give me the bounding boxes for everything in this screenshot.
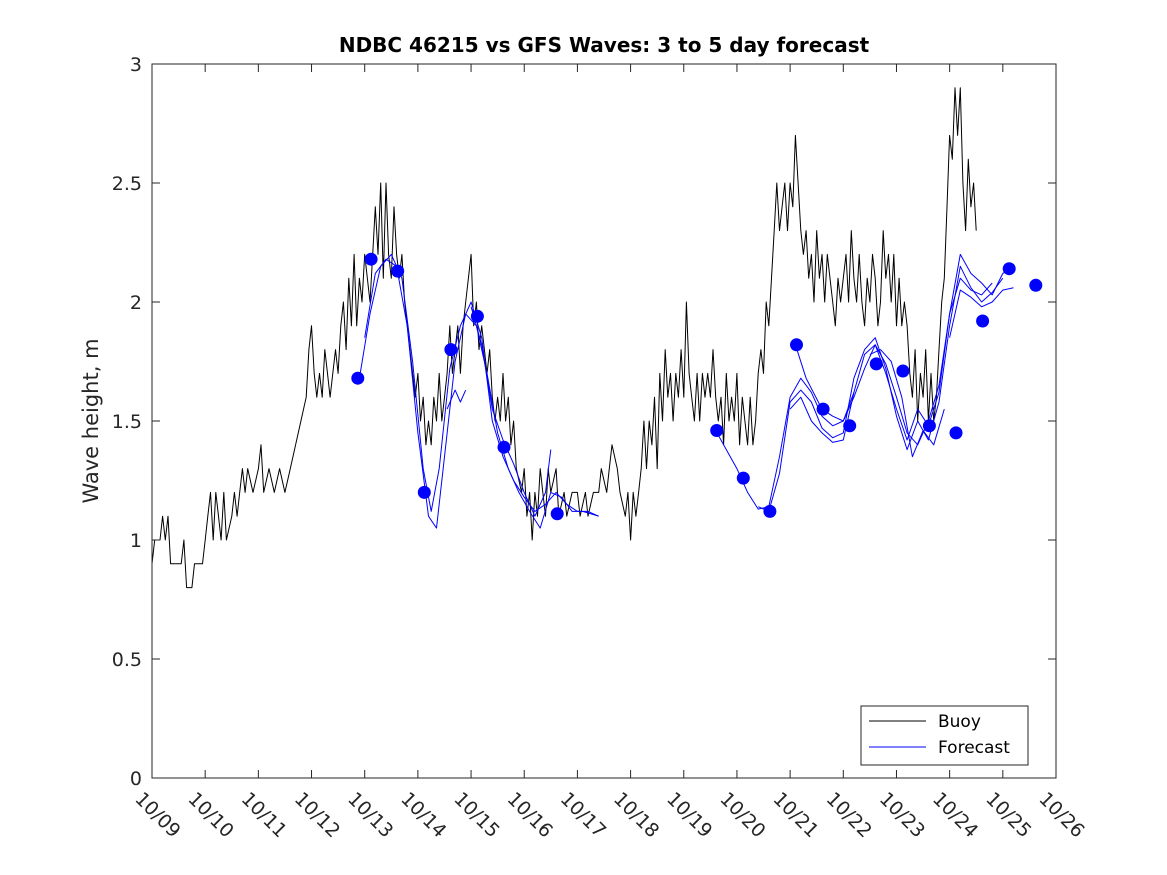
forecast-marker-14	[869, 357, 883, 371]
forecast-marker-20	[1029, 278, 1043, 292]
series-forecast-7	[794, 253, 1014, 446]
forecast-marker-15	[896, 364, 910, 378]
series-forecast-10	[949, 287, 1014, 338]
y-tick-label: 2	[130, 292, 142, 314]
y-tick-label: 0.5	[112, 649, 142, 671]
forecast-marker-6	[497, 440, 511, 454]
y-tick-label: 1	[130, 530, 142, 552]
y-tick-label: 3	[130, 54, 142, 76]
forecast-marker-4	[444, 343, 458, 357]
y-axis-label: Wave height, m	[79, 338, 103, 503]
legend-buoy-label: Buoy	[938, 712, 981, 732]
y-tick-label: 2.5	[112, 173, 142, 195]
plot-area	[152, 64, 1056, 778]
forecast-marker-12	[816, 402, 830, 416]
forecast-marker-16	[922, 419, 936, 433]
plot-background	[152, 64, 1056, 778]
legend-forecast-label: Forecast	[938, 738, 1010, 758]
forecast-marker-9	[736, 471, 750, 485]
marker-layer	[351, 252, 1043, 521]
chart-title: NDBC 46215 vs GFS Waves: 3 to 5 day fore…	[339, 33, 870, 57]
forecast-marker-5	[470, 309, 484, 323]
series-forecast-6	[757, 265, 1004, 512]
series-forecast-8	[789, 392, 855, 443]
forecast-marker-7	[550, 507, 564, 521]
forecast-marker-10	[763, 504, 777, 518]
series-buoy	[151, 87, 977, 589]
forecast-marker-0	[351, 371, 365, 385]
legend-box	[860, 705, 1029, 766]
forecast-marker-1	[364, 252, 378, 266]
forecast-marker-3	[417, 485, 431, 499]
series-forecast-9	[869, 349, 945, 458]
forecast-marker-13	[843, 419, 857, 433]
forecast-marker-17	[949, 426, 963, 440]
forecast-marker-18	[976, 314, 990, 328]
forecast-marker-8	[710, 424, 724, 437]
series-forecast-4	[470, 306, 552, 517]
forecast-marker-19	[1002, 262, 1016, 276]
legend: Buoy Forecast	[860, 705, 1029, 766]
y-tick-label: 1.5	[112, 411, 142, 433]
forecast-marker-11	[790, 338, 803, 352]
forecast-marker-2	[391, 264, 405, 278]
series-forecast-3	[446, 389, 467, 410]
y-tick-label: 0	[130, 768, 142, 790]
